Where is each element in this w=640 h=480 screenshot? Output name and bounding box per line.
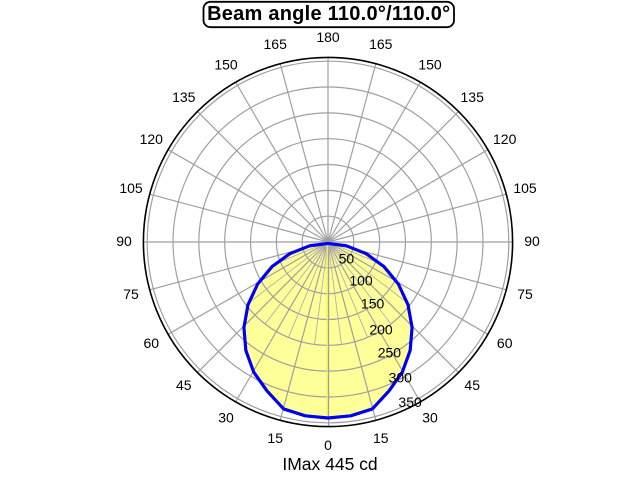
svg-text:15: 15 [267, 430, 283, 446]
svg-text:90: 90 [524, 233, 540, 249]
svg-text:IMax 445 cd: IMax 445 cd [282, 454, 377, 474]
svg-text:60: 60 [144, 335, 160, 351]
svg-text:Beam angle 110.0°/110.0°: Beam angle 110.0°/110.0° [207, 3, 450, 25]
svg-text:90: 90 [116, 233, 132, 249]
svg-text:135: 135 [172, 89, 196, 105]
svg-text:60: 60 [497, 335, 513, 351]
svg-text:250: 250 [378, 345, 402, 361]
svg-text:75: 75 [517, 286, 533, 302]
svg-text:150: 150 [361, 296, 385, 312]
svg-text:150: 150 [214, 56, 238, 72]
svg-text:300: 300 [389, 370, 413, 386]
svg-text:75: 75 [123, 286, 139, 302]
svg-text:15: 15 [373, 430, 389, 446]
svg-text:165: 165 [369, 36, 393, 52]
svg-text:120: 120 [140, 131, 164, 147]
svg-text:165: 165 [264, 36, 288, 52]
svg-text:105: 105 [119, 180, 143, 196]
svg-text:30: 30 [218, 410, 234, 426]
svg-text:45: 45 [464, 377, 480, 393]
svg-text:180: 180 [316, 29, 340, 45]
svg-text:120: 120 [493, 131, 517, 147]
svg-text:350: 350 [398, 394, 422, 410]
svg-text:105: 105 [513, 180, 537, 196]
svg-text:45: 45 [176, 377, 192, 393]
svg-text:0: 0 [324, 437, 332, 453]
svg-text:150: 150 [418, 56, 442, 72]
svg-text:100: 100 [349, 272, 373, 288]
svg-text:135: 135 [461, 89, 485, 105]
svg-text:30: 30 [422, 410, 438, 426]
svg-text:50: 50 [339, 251, 355, 267]
svg-text:200: 200 [369, 322, 393, 338]
